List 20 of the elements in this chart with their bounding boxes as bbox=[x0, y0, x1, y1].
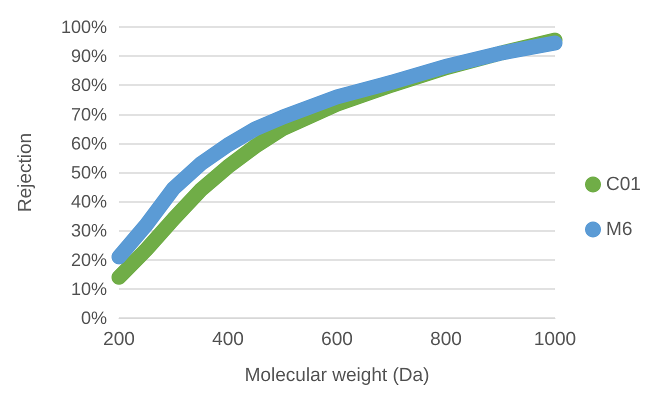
y-axis-title: Rejection bbox=[15, 132, 36, 212]
y-tick-label: 30% bbox=[70, 220, 107, 241]
y-tick-label: 80% bbox=[70, 75, 107, 96]
x-tick-label: 800 bbox=[430, 329, 462, 350]
y-tick-label: 50% bbox=[70, 162, 107, 182]
x-axis-title: Molecular weight (Da) bbox=[244, 365, 430, 386]
x-tick-label: 200 bbox=[103, 329, 135, 350]
y-tick-label: 70% bbox=[70, 104, 107, 124]
x-tick-label: 1000 bbox=[534, 329, 576, 350]
y-tick-label: 20% bbox=[70, 250, 107, 270]
y-tick-label: 90% bbox=[70, 46, 107, 66]
y-tick-label: 0% bbox=[80, 308, 107, 328]
y-tick-label: 10% bbox=[70, 278, 107, 299]
x-tick-label: 400 bbox=[212, 329, 244, 350]
y-tick-label: 100% bbox=[60, 17, 107, 37]
legend-label: M6 bbox=[606, 219, 632, 240]
legend-label: C01 bbox=[606, 174, 641, 195]
y-tick-label: 40% bbox=[70, 192, 107, 212]
y-tick-label: 60% bbox=[70, 133, 107, 154]
x-tick-label: 600 bbox=[321, 329, 353, 350]
